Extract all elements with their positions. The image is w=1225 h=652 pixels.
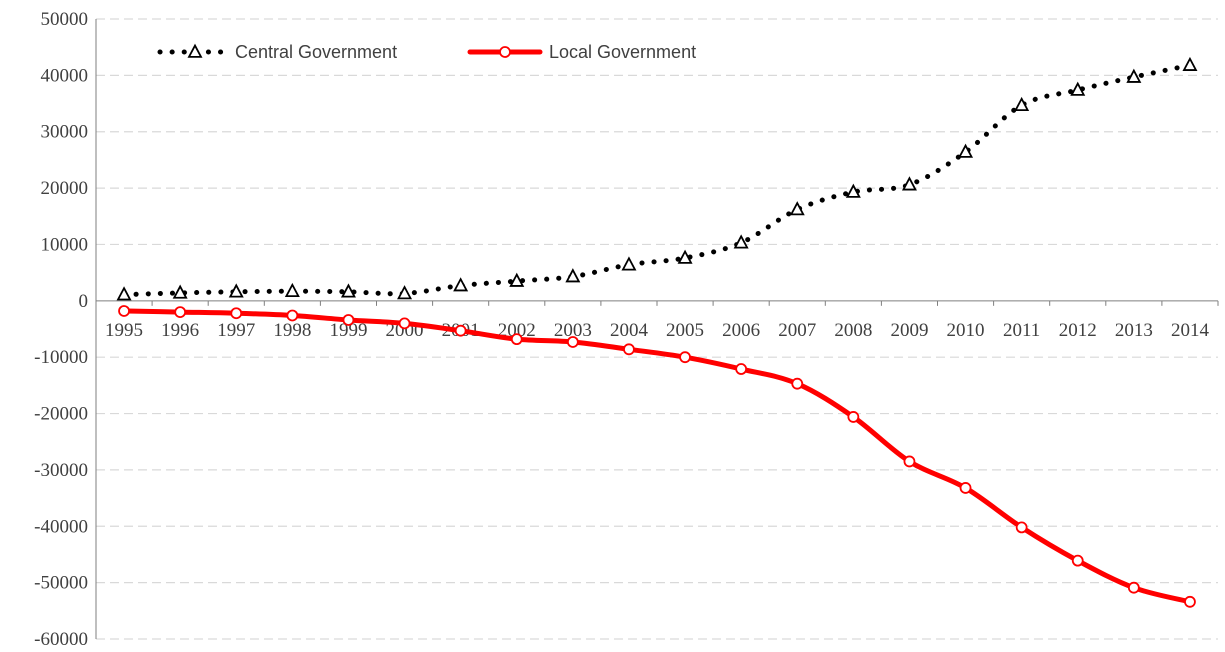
y-tick-label: -30000	[34, 460, 88, 481]
x-tick-label: 1998	[273, 320, 311, 341]
x-tick-label: 2004	[610, 320, 649, 341]
legend-marker-central-government	[189, 46, 201, 57]
legend-label-central-government: Central Government	[235, 42, 397, 62]
data-point-local-government	[1017, 522, 1027, 532]
y-tick-label: 20000	[41, 178, 89, 199]
y-tick-label: -60000	[34, 629, 88, 650]
y-axis-tick-labels: 50000 40000 30000 20000 10000 0 -10000 -20000 -3…	[34, 9, 88, 650]
x-tick-label: 2008	[834, 320, 872, 341]
data-point-local-government	[231, 308, 241, 318]
series-line-central-government	[124, 65, 1190, 294]
data-point-local-government	[400, 318, 410, 328]
data-point-local-government	[1129, 583, 1139, 593]
data-point-central-government	[118, 288, 130, 299]
x-tick-label: 2006	[722, 320, 760, 341]
data-point-central-government	[623, 258, 635, 269]
legend-entry-central-government: Central Government	[160, 42, 397, 62]
data-point-local-government	[736, 364, 746, 374]
y-tick-label: -20000	[34, 404, 88, 425]
legend: Central Government Local Government	[160, 42, 696, 62]
data-point-local-government	[343, 315, 353, 325]
x-tick-label: 2014	[1171, 320, 1210, 341]
y-tick-label: -10000	[34, 347, 88, 368]
data-point-local-government	[456, 326, 466, 336]
x-tick-label: 2011	[1003, 320, 1040, 341]
data-point-local-government	[792, 379, 802, 389]
legend-label-local-government: Local Government	[549, 42, 696, 62]
data-point-central-government	[286, 285, 298, 296]
data-point-local-government	[119, 306, 129, 316]
x-axis-tick-labels: 1995199619971998199920002001200220032004…	[105, 320, 1209, 341]
data-point-local-government	[624, 344, 634, 354]
legend-marker-local-government	[500, 47, 510, 57]
y-tick-label: 30000	[41, 122, 89, 143]
y-tick-label: 50000	[41, 9, 89, 30]
data-point-local-government	[680, 352, 690, 362]
data-point-local-government	[961, 483, 971, 493]
y-tick-label: 40000	[41, 65, 89, 86]
legend-entry-local-government: Local Government	[470, 42, 696, 62]
data-point-central-government	[1184, 59, 1196, 70]
data-point-local-government	[512, 334, 522, 344]
data-point-local-government	[175, 307, 185, 317]
data-point-local-government	[1073, 556, 1083, 566]
data-point-central-government	[455, 279, 467, 290]
x-tick-label: 1997	[217, 320, 255, 341]
x-tick-label: 2012	[1059, 320, 1097, 341]
x-tick-label: 2009	[890, 320, 928, 341]
y-tick-label: -40000	[34, 516, 88, 537]
series-line-local-government	[124, 311, 1190, 602]
x-tick-label: 1995	[105, 320, 143, 341]
data-point-central-government	[735, 236, 747, 247]
y-tick-label: 0	[79, 291, 89, 312]
data-point-local-government	[568, 337, 578, 347]
x-tick-label: 2010	[947, 320, 985, 341]
data-point-local-government	[904, 456, 914, 466]
x-tick-label: 2013	[1115, 320, 1153, 341]
data-point-local-government	[848, 412, 858, 422]
x-tick-label: 2005	[666, 320, 704, 341]
x-tick-label: 1996	[161, 320, 199, 341]
data-point-local-government	[287, 310, 297, 320]
y-tick-label: -50000	[34, 573, 88, 594]
data-point-local-government	[1185, 597, 1195, 607]
x-tick-label: 2007	[778, 320, 816, 341]
y-tick-label: 10000	[41, 234, 89, 255]
